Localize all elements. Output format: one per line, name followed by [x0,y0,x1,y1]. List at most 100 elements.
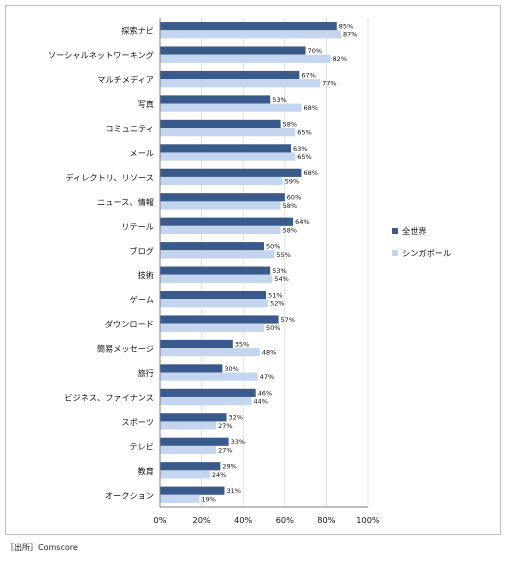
category-label: ゲーム [130,295,154,305]
category-label: スポーツ [121,417,154,427]
bar-singapore [160,421,217,430]
data-label: 58% [283,120,297,128]
category-label: リテール [121,221,154,231]
bar-world [160,193,285,202]
bar-singapore [160,323,264,332]
bar-singapore [160,201,281,210]
bar-singapore [160,396,252,406]
bar-world [160,144,292,153]
bar-world [160,168,302,177]
data-label: 50% [266,324,280,332]
data-label: 58% [283,202,297,210]
bar-world [160,22,337,31]
bar-singapore [160,176,283,186]
data-label: 63% [293,145,307,153]
data-label: 30% [224,365,238,373]
category-label: 探索ナビ [121,26,154,36]
bar-world [160,95,271,104]
data-label: 35% [235,340,249,348]
data-label: 54% [274,275,288,283]
bar-singapore [160,348,260,357]
category-label: ビジネス、ファイナンス [64,392,154,402]
data-label: 53% [272,96,286,104]
data-label: 70% [308,47,322,55]
category-label: 旅行 [138,368,154,378]
bar-world [160,486,225,495]
category-label: ニュース、情報 [97,197,154,207]
category-label: コミュニティ [105,124,154,134]
bar-world [160,290,267,300]
bar-world [160,437,229,446]
x-tick-label: 20% [192,515,210,525]
data-label: 33% [231,438,245,446]
data-label: 46% [258,389,272,397]
x-tick-label: 40% [234,515,252,525]
data-label: 59% [285,177,299,185]
legend-label: 全世界 [402,226,427,236]
bar-world [160,242,264,251]
category-label: テレビ [129,441,154,451]
legend-swatch [392,228,398,234]
bar-singapore [160,274,273,283]
data-label: 58% [283,226,297,234]
x-tick-label: 80% [317,515,335,525]
data-label: 24% [212,471,226,479]
x-tick-label: 60% [276,515,294,525]
bar-world [160,388,256,397]
bar-singapore [160,152,296,161]
category-label: ディレクトリ、リソース [65,172,154,182]
data-label: 31% [226,487,240,495]
data-label: 87% [343,31,357,39]
data-label: 32% [229,414,243,422]
data-label: 67% [301,71,315,79]
data-label: 50% [266,243,280,251]
bar-world [160,413,227,422]
data-label: 68% [303,169,317,177]
bar-singapore [160,30,341,39]
category-label: ダウンロード [105,319,154,329]
data-label: 68% [303,104,317,112]
category-label: メール [129,148,154,158]
category-label: 技術 [138,270,154,280]
bar-singapore [160,470,210,479]
legend-swatch [392,250,398,256]
x-tick-label: 0% [154,515,167,525]
bar-singapore [160,445,217,455]
data-label: 47% [260,373,274,381]
bar-singapore [160,54,331,63]
chart-frame [5,5,501,535]
bar-world [160,339,233,349]
bar-singapore [160,299,269,308]
bar-singapore [160,225,281,235]
data-label: 27% [218,446,232,454]
data-label: 85% [339,23,353,31]
bar-singapore [160,103,302,112]
bar-world [160,266,271,275]
x-tick-label: 100% [356,515,380,525]
data-label: 65% [297,129,311,137]
data-label: 48% [262,349,276,357]
category-label: 簡易メッセージ [97,344,154,354]
data-label: 77% [322,80,336,88]
data-label: 51% [268,291,282,299]
bar-singapore [160,250,275,259]
data-label: 55% [276,251,290,259]
bar-singapore [160,372,258,381]
data-label: 57% [281,316,295,324]
data-label: 19% [202,495,216,503]
bar-singapore [160,494,200,503]
category-label: ブログ [129,246,154,256]
bar-world [160,315,279,324]
data-label: 60% [287,194,301,202]
category-label: オークション [105,490,154,500]
data-label: 82% [333,55,347,63]
bar-singapore [160,79,321,88]
source-note: ［出所］Comscore [6,543,78,552]
data-label: 53% [272,267,286,275]
data-label: 64% [295,218,309,226]
category-label: 写真 [138,99,154,109]
category-label: マルチメディア [97,75,154,85]
data-label: 29% [222,463,236,471]
data-label: 27% [218,422,232,430]
